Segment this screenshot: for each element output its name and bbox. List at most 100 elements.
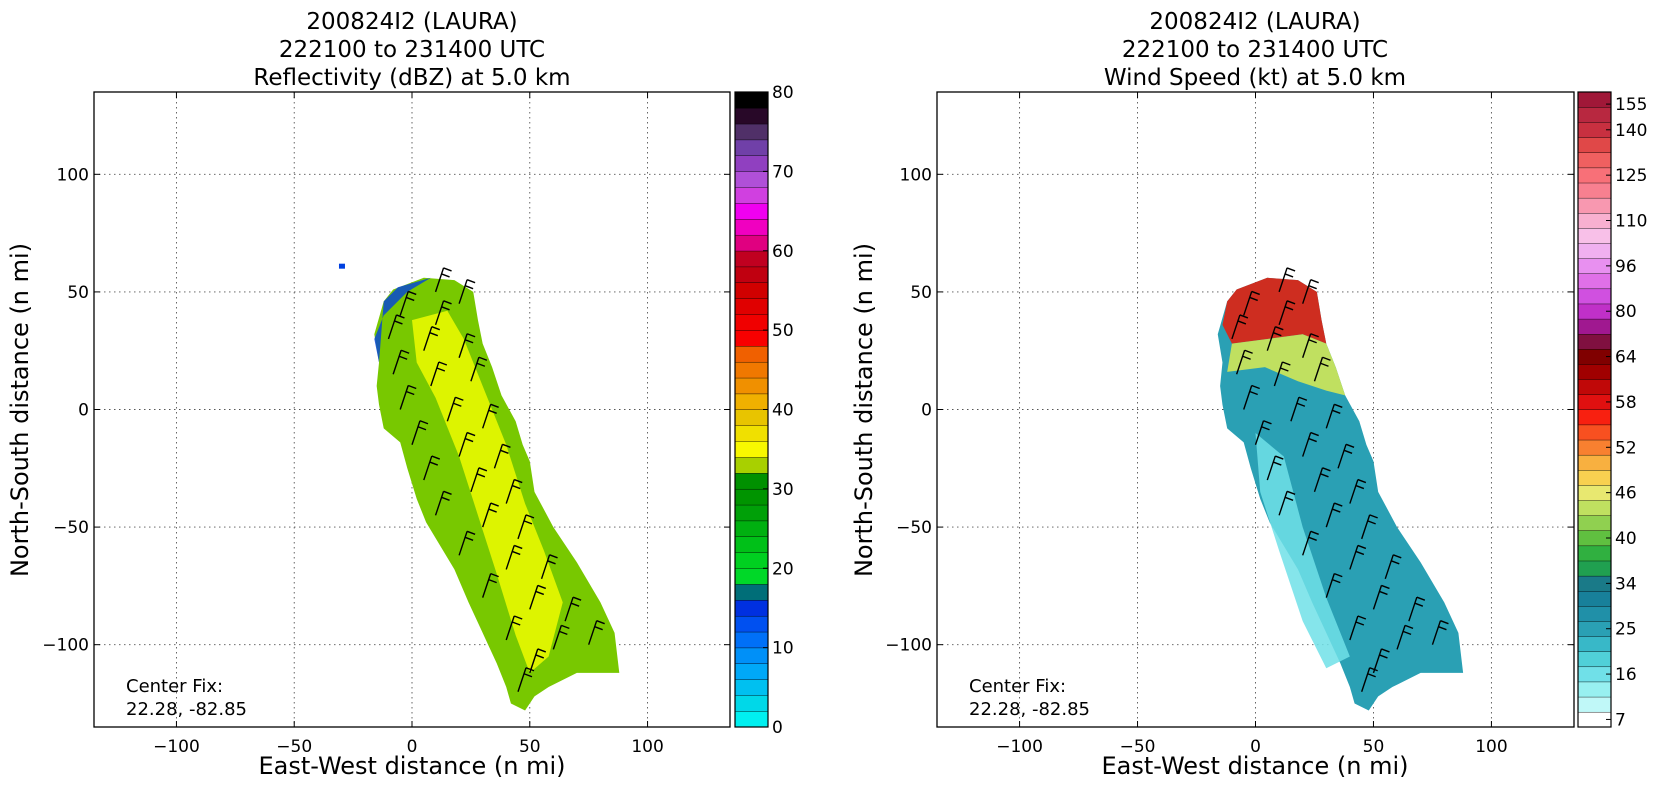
wind-barb — [517, 667, 535, 692]
colorbar-bin — [1577, 242, 1612, 259]
colorbar-frame — [1577, 91, 1612, 728]
colorbar-bin — [1577, 318, 1612, 335]
wind-barb — [423, 455, 441, 481]
colorbar-bin — [1577, 197, 1612, 214]
y-tick-label: 100 — [57, 165, 89, 185]
x-tick-label: 50 — [519, 737, 541, 757]
wind-barb — [1408, 596, 1426, 622]
colorbar-bin — [1577, 515, 1612, 531]
x-tick-label: −100 — [153, 737, 200, 757]
colorbar-tick-label: 16 — [1615, 665, 1637, 685]
reflectivity-field — [338, 263, 620, 711]
wind-barb — [1431, 620, 1449, 645]
wind-barb — [399, 384, 417, 410]
colorbar-bin — [734, 552, 769, 569]
x-tick-label: 50 — [1363, 737, 1385, 757]
wind-barb — [434, 300, 452, 326]
colorbar-bin — [1577, 545, 1612, 562]
wind-barb — [588, 620, 605, 645]
colorbar-bin — [734, 266, 769, 283]
colorbar-bin — [1577, 681, 1612, 698]
colorbar-bin — [734, 583, 769, 601]
y-tick-label: 50 — [910, 283, 932, 303]
wind-barb — [1384, 554, 1402, 580]
center-fix-label: Center Fix: — [126, 676, 223, 697]
wind-barb — [1337, 443, 1355, 469]
wind-barb — [1349, 615, 1367, 641]
colorbar-bin — [734, 107, 769, 125]
wind-barb — [1396, 624, 1414, 650]
wind-barb — [1266, 455, 1284, 481]
colorbar-bin — [1577, 454, 1612, 471]
colorbar-bin — [1577, 227, 1612, 244]
colorbar-bin — [734, 123, 769, 141]
field-band — [1227, 334, 1346, 396]
colorbar-bin — [1577, 469, 1612, 486]
axis-ticks: −100 −50 0 50 100 −100 −50 0 50 100 — [885, 92, 1574, 757]
colorbar-bin — [734, 202, 769, 220]
colorbar-bin — [734, 409, 769, 426]
colorbar-tick-label: 70 — [772, 162, 794, 182]
colorbar-tick-label: 110 — [1615, 212, 1647, 232]
colorbar-bin — [1577, 696, 1612, 713]
wind-speed-panel: 200824I2 (LAURA) 222100 to 231400 UTC Wi… — [850, 9, 1647, 780]
field-speck — [338, 263, 345, 269]
colorbar-bin — [734, 218, 769, 236]
colorbar-bin — [734, 679, 769, 696]
wind-barb — [505, 478, 523, 504]
wind-barb — [1278, 490, 1296, 516]
wind-barb — [1273, 361, 1291, 387]
colorbar-bin — [1577, 91, 1612, 108]
center-fix-label: Center Fix: — [969, 676, 1066, 697]
wind-barb — [505, 615, 523, 641]
wind-barb — [1361, 514, 1378, 540]
plot-area: −100 −50 0 50 100 −100 −50 0 50 100 — [885, 91, 1575, 757]
chart-title-line-2: 222100 to 231400 UTC — [279, 37, 545, 63]
colorbar-bin — [1577, 605, 1612, 622]
wind-barb — [430, 361, 448, 387]
wind-barb — [392, 349, 410, 375]
colorbar-tick-label: 46 — [1615, 484, 1637, 504]
wind-barb — [564, 596, 582, 622]
colorbar-bin — [734, 139, 769, 156]
colorbar-tick-label: 30 — [772, 480, 794, 500]
wind-barb — [458, 333, 476, 358]
colorbar-bin — [1577, 288, 1612, 305]
wind-barb — [482, 403, 499, 429]
colorbar-bin — [734, 234, 769, 252]
wind-barb — [1325, 572, 1343, 598]
wind-barb — [482, 572, 499, 598]
wind-barb — [1349, 544, 1367, 570]
x-tick-label: 100 — [631, 737, 663, 757]
colorbar-bin — [1577, 137, 1612, 153]
colorbar-bin — [1577, 273, 1612, 290]
colorbar-bin — [734, 282, 769, 299]
colorbar-bin — [734, 536, 769, 553]
colorbar-bin — [734, 345, 769, 363]
reflectivity-colorbar: 0 10 20 30 40 50 60 70 80 — [734, 83, 794, 738]
field-core — [412, 310, 563, 673]
x-tick-label: 0 — [1250, 737, 1261, 757]
chart-title-line-1: 200824I2 (LAURA) — [306, 9, 517, 35]
wind-barb — [1372, 584, 1390, 610]
colorbar-bin — [734, 425, 769, 442]
y-tick-label: 0 — [921, 401, 932, 421]
wind-barb — [423, 326, 441, 351]
wind-barb — [540, 554, 558, 580]
colorbar-tick-label: 40 — [772, 401, 794, 421]
colorbar-bin — [734, 155, 769, 172]
colorbar-tick-label: 25 — [1615, 620, 1637, 640]
colorbar-bin — [734, 377, 769, 395]
wind-barb — [1313, 467, 1331, 493]
colorbar-bin — [1577, 500, 1612, 516]
wind-barb — [458, 530, 476, 556]
colorbar-bin — [734, 710, 769, 728]
colorbar-tick-label: 155 — [1615, 95, 1647, 115]
wind-barb — [387, 314, 405, 340]
center-fix-value: 22.28, -82.85 — [969, 699, 1090, 720]
colorbar-bin — [734, 504, 769, 522]
colorbar-tick-label: 52 — [1615, 438, 1637, 458]
colorbar-bin — [734, 91, 769, 109]
colorbar-bin — [734, 314, 769, 331]
wind-barb — [1231, 314, 1249, 340]
